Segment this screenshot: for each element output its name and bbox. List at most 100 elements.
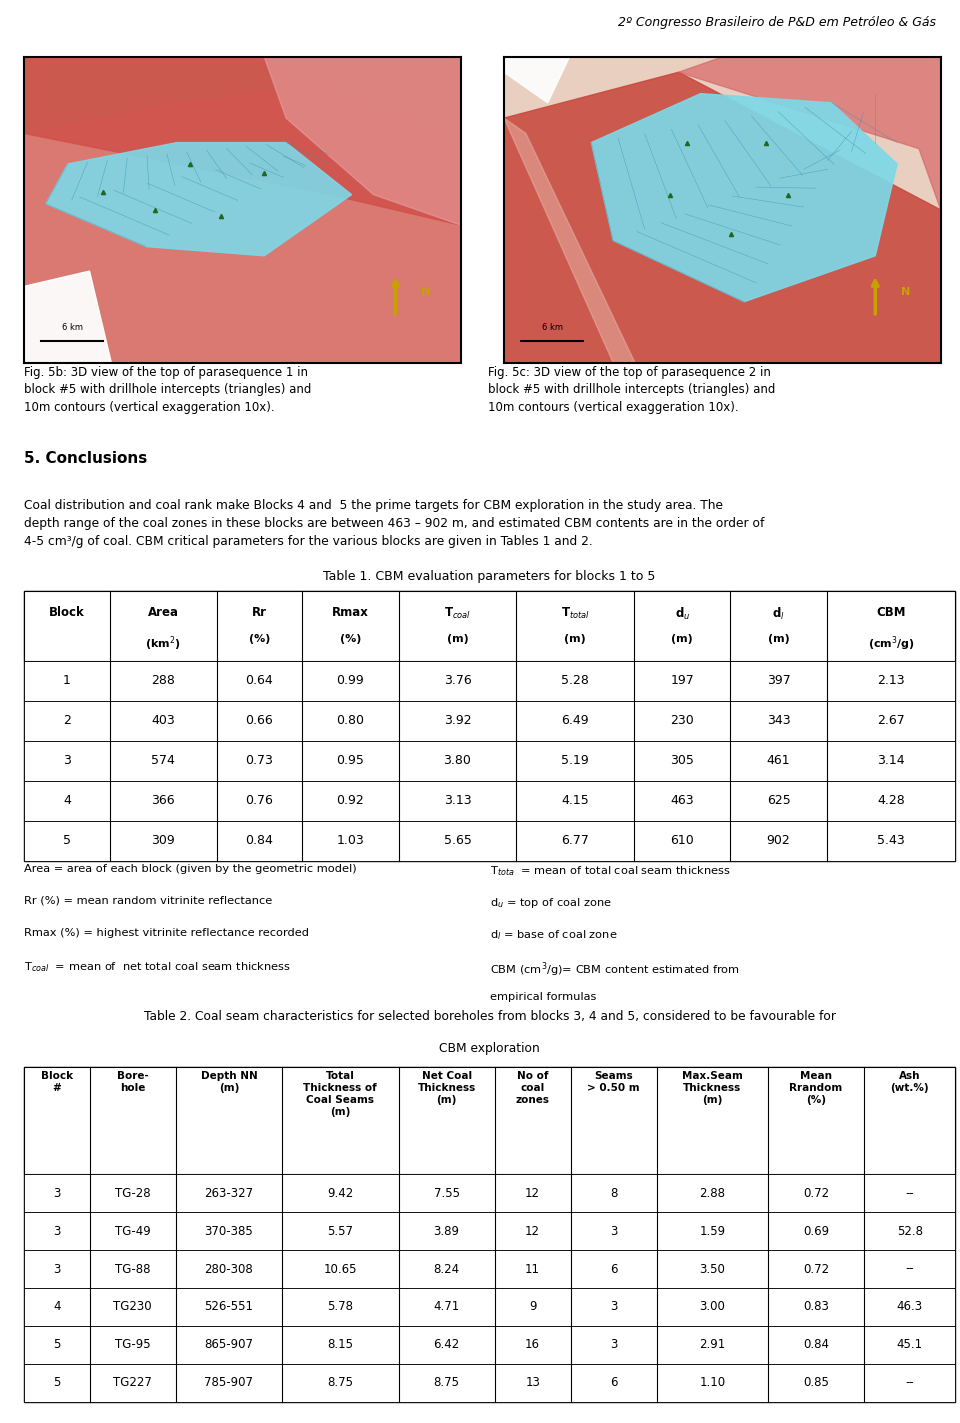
Text: N: N: [421, 287, 430, 297]
Text: 1.03: 1.03: [337, 834, 365, 848]
Text: TG230: TG230: [113, 1301, 152, 1313]
Text: 6.77: 6.77: [562, 834, 589, 848]
Text: 3.92: 3.92: [444, 714, 471, 727]
Text: CBM exploration: CBM exploration: [440, 1042, 540, 1054]
Text: 230: 230: [670, 714, 694, 727]
Text: 8: 8: [610, 1187, 617, 1200]
Text: 8.75: 8.75: [434, 1376, 460, 1389]
Text: 45.1: 45.1: [897, 1338, 923, 1352]
Text: 0.72: 0.72: [803, 1187, 829, 1200]
Text: 305: 305: [670, 754, 694, 767]
Text: d$_l$ = base of coal zone: d$_l$ = base of coal zone: [490, 928, 617, 942]
Text: TG-95: TG-95: [115, 1338, 151, 1352]
Text: 263-327: 263-327: [204, 1187, 253, 1200]
Text: (%): (%): [340, 635, 361, 645]
Text: Rmax: Rmax: [332, 606, 369, 619]
Text: 52.8: 52.8: [897, 1225, 923, 1238]
Text: 3.80: 3.80: [444, 754, 471, 767]
Text: 3: 3: [610, 1301, 617, 1313]
Bar: [24, 781, 955, 821]
Text: CBM (cm$^3$/g)= CBM content estimated from: CBM (cm$^3$/g)= CBM content estimated fr…: [490, 961, 739, 979]
Text: 6.42: 6.42: [434, 1338, 460, 1352]
Text: 0.95: 0.95: [337, 754, 365, 767]
Text: 397: 397: [767, 675, 790, 687]
Text: T$_{total}$: T$_{total}$: [561, 606, 589, 620]
Text: 6 km: 6 km: [61, 323, 83, 333]
Polygon shape: [24, 88, 461, 363]
Text: 8.75: 8.75: [327, 1376, 353, 1389]
Text: 3.13: 3.13: [444, 794, 471, 807]
Text: Max.Seam
Thickness
(m): Max.Seam Thickness (m): [682, 1070, 743, 1104]
Text: 8.24: 8.24: [434, 1262, 460, 1275]
Text: 4.28: 4.28: [877, 794, 905, 807]
Text: d$_{u}$: d$_{u}$: [675, 606, 690, 622]
Text: 0.72: 0.72: [803, 1262, 829, 1275]
Text: 2.13: 2.13: [877, 675, 904, 687]
Text: 1.59: 1.59: [699, 1225, 726, 1238]
Text: 1: 1: [62, 675, 71, 687]
Text: 8.15: 8.15: [327, 1338, 353, 1352]
Text: Ash
(wt.%): Ash (wt.%): [890, 1070, 929, 1093]
Polygon shape: [24, 57, 461, 363]
Text: Depth NN
(m): Depth NN (m): [201, 1070, 257, 1093]
Text: 5. Conclusions: 5. Conclusions: [24, 451, 147, 467]
Bar: [24, 1212, 955, 1249]
Text: 3.00: 3.00: [699, 1301, 725, 1313]
Text: 0.64: 0.64: [246, 675, 274, 687]
Bar: [24, 660, 955, 702]
Text: 2.88: 2.88: [699, 1187, 725, 1200]
Text: 309: 309: [152, 834, 175, 848]
Text: T$_{coal}$: T$_{coal}$: [444, 606, 471, 620]
Text: 4.71: 4.71: [434, 1301, 460, 1313]
Text: 865-907: 865-907: [204, 1338, 253, 1352]
Text: 13: 13: [525, 1376, 540, 1389]
Text: Area = area of each block (given by the geometric model): Area = area of each block (given by the …: [24, 864, 356, 874]
Polygon shape: [679, 57, 941, 209]
Text: --: --: [905, 1376, 914, 1389]
Text: 5.28: 5.28: [562, 675, 589, 687]
Text: --: --: [905, 1187, 914, 1200]
Text: 0.73: 0.73: [246, 754, 274, 767]
Text: 526-551: 526-551: [204, 1301, 253, 1313]
Polygon shape: [24, 270, 111, 363]
Text: 0.66: 0.66: [246, 714, 274, 727]
Bar: [24, 1249, 955, 1288]
Text: Rr: Rr: [252, 606, 267, 619]
Text: 902: 902: [767, 834, 790, 848]
Text: TG-49: TG-49: [115, 1225, 151, 1238]
Text: N: N: [901, 287, 910, 297]
Text: 11: 11: [525, 1262, 540, 1275]
Text: Table 2. Coal seam characteristics for selected boreholes from blocks 3, 4 and 5: Table 2. Coal seam characteristics for s…: [144, 1010, 835, 1023]
Polygon shape: [504, 57, 569, 102]
Text: 574: 574: [152, 754, 175, 767]
Text: Rr (%) = mean random vitrinite reflectance: Rr (%) = mean random vitrinite reflectan…: [24, 896, 273, 906]
Text: 3.76: 3.76: [444, 675, 471, 687]
Text: Seams
> 0.50 m: Seams > 0.50 m: [588, 1070, 640, 1093]
Polygon shape: [46, 142, 351, 256]
Text: 46.3: 46.3: [897, 1301, 923, 1313]
Text: (m): (m): [564, 635, 587, 645]
Text: Block
#: Block #: [41, 1070, 73, 1093]
Text: 2: 2: [62, 714, 71, 727]
Text: CBM: CBM: [876, 606, 905, 619]
Text: (cm$^3$/g): (cm$^3$/g): [868, 635, 914, 653]
Bar: [24, 741, 955, 781]
Text: 0.84: 0.84: [246, 834, 274, 848]
Text: 7.55: 7.55: [434, 1187, 460, 1200]
Text: 461: 461: [767, 754, 790, 767]
Text: 0.85: 0.85: [804, 1376, 829, 1389]
Text: 403: 403: [152, 714, 175, 727]
Text: 2º Congresso Brasileiro de P&D em Petróleo & Gás: 2º Congresso Brasileiro de P&D em Petról…: [618, 16, 936, 28]
Text: 0.84: 0.84: [803, 1338, 829, 1352]
Text: Block: Block: [49, 606, 84, 619]
Text: Area: Area: [148, 606, 179, 619]
Text: 5.43: 5.43: [877, 834, 905, 848]
Text: 9: 9: [529, 1301, 537, 1313]
Text: T$_{tota}$  = mean of total coal seam thickness: T$_{tota}$ = mean of total coal seam thi…: [490, 864, 731, 878]
Text: 366: 366: [152, 794, 175, 807]
Text: 5.78: 5.78: [327, 1301, 353, 1313]
Text: Fig. 5c: 3D view of the top of parasequence 2 in
block #5 with drillhole interce: Fig. 5c: 3D view of the top of paraseque…: [488, 366, 775, 414]
Text: TG-88: TG-88: [115, 1262, 151, 1275]
Polygon shape: [591, 94, 897, 302]
Text: 12: 12: [525, 1187, 540, 1200]
